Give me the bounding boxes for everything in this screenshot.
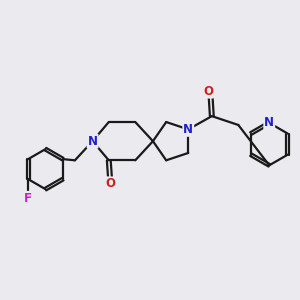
Text: O: O — [203, 85, 213, 98]
Text: O: O — [105, 177, 115, 190]
Text: F: F — [24, 192, 32, 205]
Text: N: N — [264, 116, 274, 129]
Text: N: N — [183, 123, 193, 136]
Text: N: N — [88, 135, 98, 148]
